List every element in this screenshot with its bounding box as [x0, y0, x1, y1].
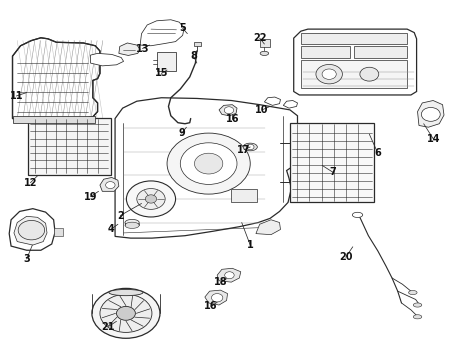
- Text: 4: 4: [108, 224, 114, 235]
- Polygon shape: [14, 216, 47, 245]
- Circle shape: [421, 108, 440, 121]
- Circle shape: [117, 306, 136, 320]
- Bar: [260, 39, 270, 47]
- Text: 11: 11: [9, 91, 23, 101]
- Bar: [12, 117, 95, 123]
- Bar: [54, 228, 63, 236]
- Text: 8: 8: [190, 51, 197, 61]
- Circle shape: [137, 189, 165, 209]
- Text: 17: 17: [237, 145, 251, 155]
- Polygon shape: [217, 268, 241, 282]
- Polygon shape: [283, 101, 298, 108]
- Circle shape: [146, 195, 156, 203]
- Text: 18: 18: [214, 277, 227, 287]
- Polygon shape: [115, 98, 298, 238]
- Circle shape: [167, 133, 250, 194]
- Polygon shape: [294, 29, 417, 95]
- Polygon shape: [100, 177, 119, 191]
- Ellipse shape: [409, 291, 417, 295]
- Ellipse shape: [413, 315, 422, 319]
- Text: 15: 15: [155, 69, 168, 79]
- Bar: [156, 52, 175, 71]
- Polygon shape: [219, 105, 237, 116]
- Circle shape: [92, 288, 160, 338]
- Ellipse shape: [125, 219, 139, 226]
- Text: 16: 16: [226, 113, 239, 124]
- Polygon shape: [256, 220, 281, 235]
- Circle shape: [180, 143, 237, 184]
- Polygon shape: [12, 38, 100, 120]
- Text: 10: 10: [255, 105, 269, 115]
- Circle shape: [246, 144, 254, 150]
- Bar: [290, 123, 374, 203]
- Polygon shape: [9, 209, 55, 250]
- Text: 13: 13: [136, 44, 149, 54]
- Polygon shape: [119, 43, 140, 55]
- Text: 3: 3: [23, 254, 30, 264]
- Circle shape: [18, 220, 45, 240]
- Bar: [354, 46, 407, 58]
- Ellipse shape: [243, 143, 257, 151]
- Text: 6: 6: [374, 148, 381, 158]
- Ellipse shape: [125, 222, 139, 228]
- Circle shape: [100, 294, 152, 332]
- Polygon shape: [205, 290, 228, 305]
- Text: 5: 5: [179, 23, 186, 33]
- Circle shape: [127, 181, 175, 217]
- Polygon shape: [140, 20, 184, 46]
- Bar: [301, 60, 407, 88]
- Ellipse shape: [413, 303, 422, 307]
- Text: 1: 1: [247, 240, 254, 250]
- Circle shape: [194, 153, 223, 174]
- Bar: [28, 118, 111, 175]
- Ellipse shape: [109, 290, 143, 296]
- Ellipse shape: [260, 51, 269, 55]
- Text: 2: 2: [117, 211, 124, 221]
- Polygon shape: [418, 101, 444, 127]
- Text: 19: 19: [84, 191, 97, 201]
- Text: 14: 14: [427, 134, 440, 144]
- Circle shape: [106, 182, 115, 189]
- Text: 21: 21: [102, 322, 115, 332]
- Bar: [301, 33, 407, 44]
- Text: 7: 7: [329, 167, 337, 177]
- Text: 20: 20: [339, 252, 353, 262]
- Polygon shape: [264, 97, 281, 105]
- Circle shape: [316, 64, 342, 84]
- Circle shape: [211, 294, 223, 302]
- Text: 16: 16: [204, 301, 218, 311]
- Circle shape: [322, 69, 336, 79]
- Circle shape: [225, 272, 234, 279]
- Bar: [301, 46, 350, 58]
- Bar: [231, 189, 257, 203]
- Text: 9: 9: [178, 128, 185, 138]
- Bar: [193, 42, 201, 46]
- Text: 12: 12: [24, 178, 37, 188]
- Circle shape: [360, 67, 379, 81]
- Polygon shape: [91, 53, 124, 66]
- Circle shape: [224, 107, 234, 114]
- Ellipse shape: [352, 212, 363, 218]
- Text: 22: 22: [253, 33, 266, 43]
